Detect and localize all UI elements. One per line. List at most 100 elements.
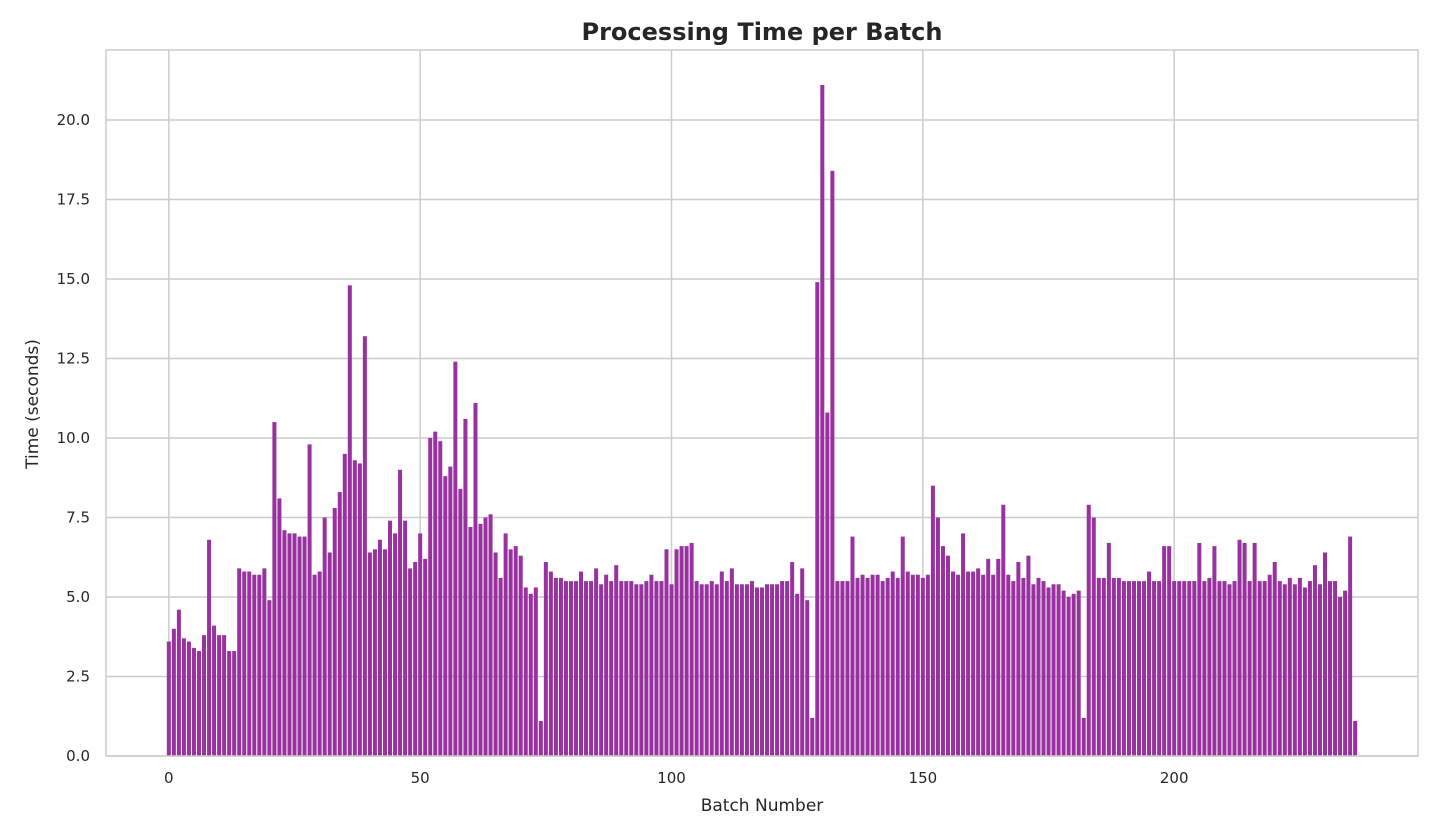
bar [905,571,910,756]
bar [1348,536,1353,756]
bar [242,571,247,756]
bar [377,539,382,756]
bar [1111,577,1116,756]
bar [654,581,659,756]
bar [1026,555,1031,756]
bar [1162,546,1167,756]
bars [166,84,1358,757]
bar [845,581,850,756]
bar [639,584,644,756]
bar [1232,581,1237,756]
bar [770,584,775,756]
bar [1061,590,1066,756]
bar [393,533,398,756]
bar [1277,581,1282,756]
bar [1317,584,1322,756]
bar [850,536,855,756]
bar [1016,562,1021,756]
bar [1177,581,1182,756]
bar [1192,581,1197,756]
bar [212,625,217,756]
bar [659,581,664,756]
bar [448,466,453,756]
bar [292,533,297,756]
x-tick-label: 100 [657,769,686,787]
bar [925,574,930,756]
bar [322,517,327,756]
bar [574,581,579,756]
bar [584,581,589,756]
bar [880,581,885,756]
bar [1182,581,1187,756]
bar [1187,581,1192,756]
bar [1147,571,1152,756]
bar [191,647,196,756]
bar [528,593,533,756]
bar [207,539,212,756]
bar [1207,577,1212,756]
bar [1157,581,1162,756]
bar [1021,577,1026,756]
bar [1267,574,1272,756]
bar [1222,581,1227,756]
bar [815,282,820,756]
bar [1262,581,1267,756]
bar [1046,587,1051,756]
bar [910,574,915,756]
bar [945,555,950,756]
bar [222,635,227,756]
x-tick-label: 0 [164,769,174,787]
bar [604,574,609,756]
bar [1252,542,1257,756]
bar [890,571,895,756]
bar [714,584,719,756]
bar [1036,577,1041,756]
bar [749,581,754,756]
x-axis-label: Batch Number [701,796,824,816]
bar [453,361,458,756]
bar [754,587,759,756]
bar [920,577,925,756]
bar [518,555,523,756]
bar [609,581,614,756]
bar [1142,581,1147,756]
bar [523,587,528,756]
bar [935,517,940,756]
bar [347,285,352,756]
bar [629,581,634,756]
bar [1197,542,1202,756]
plot-frame [105,49,1419,757]
y-tick-label: 17.5 [57,190,90,208]
bar [433,431,438,756]
bar [624,581,629,756]
bar [860,574,865,756]
bar [1101,577,1106,756]
bar [875,574,880,756]
bar [971,571,976,756]
bar [940,546,945,756]
bar [282,530,287,756]
bar [181,638,186,756]
bar [488,514,493,756]
bar [1257,581,1262,756]
bar [1126,581,1131,756]
bar [719,571,724,756]
bar [739,584,744,756]
bar [553,577,558,756]
bar [362,336,367,756]
bar [855,577,860,756]
bar [599,584,604,756]
bar [1006,574,1011,756]
bar [287,533,292,756]
bar [734,584,739,756]
bar [699,584,704,756]
bar [513,546,518,756]
bar [830,170,835,757]
bar [684,546,689,756]
bar [795,593,800,756]
bar [337,492,342,756]
bar [232,651,237,756]
bar [307,444,312,756]
bar [166,641,171,756]
x-tick-label: 150 [909,769,938,787]
